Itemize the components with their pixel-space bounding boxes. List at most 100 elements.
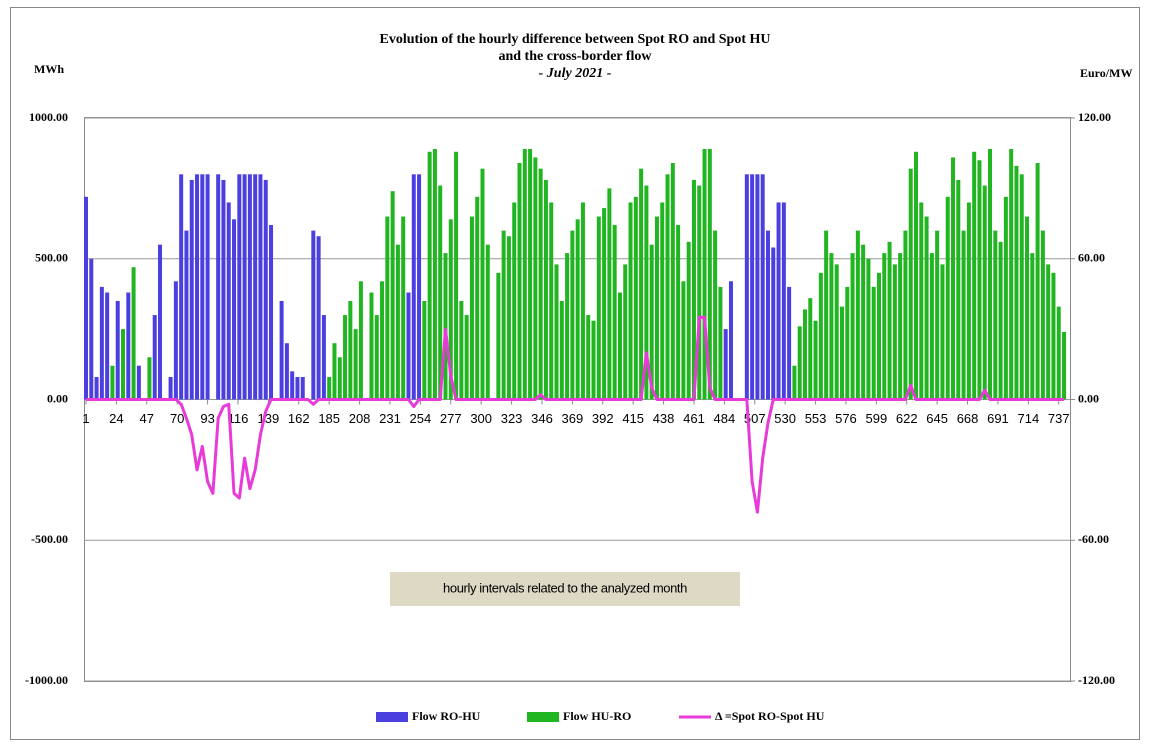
bar — [84, 196, 88, 400]
bar — [189, 179, 194, 400]
bar — [353, 329, 358, 400]
bar — [173, 281, 178, 400]
bar — [226, 202, 231, 400]
annotation: hourly intervals related to the analyzed… — [443, 580, 687, 595]
bar — [554, 264, 559, 400]
legend-label: Δ =Spot RO-Spot HU — [715, 709, 825, 723]
bar — [131, 267, 136, 400]
bar — [596, 216, 601, 400]
x-tick-label: 392 — [592, 411, 614, 426]
bar — [1051, 272, 1056, 400]
y2-tick-label: 120.00 — [1078, 110, 1111, 124]
bar — [300, 376, 305, 400]
bar — [358, 281, 363, 400]
bar — [961, 230, 966, 400]
bar — [438, 185, 443, 400]
x-tick-label: 346 — [531, 411, 553, 426]
bar — [802, 309, 807, 400]
bar — [665, 174, 670, 400]
bar — [459, 300, 464, 400]
bar — [385, 216, 390, 400]
bar — [951, 157, 956, 400]
bar — [988, 148, 993, 400]
bar — [818, 272, 823, 400]
y2-tick-label: -60.00 — [1078, 532, 1109, 546]
bar — [380, 281, 385, 400]
bar — [454, 151, 459, 400]
bar — [824, 230, 829, 400]
bar — [121, 329, 126, 400]
bar — [475, 196, 480, 400]
bar — [1014, 165, 1019, 400]
bar — [660, 202, 665, 400]
bar — [401, 216, 406, 400]
bar — [713, 230, 718, 400]
bar — [808, 298, 813, 400]
x-tick-label: 461 — [683, 411, 705, 426]
bar — [718, 286, 723, 400]
bar — [839, 306, 844, 400]
bar — [538, 168, 543, 400]
legend-swatch — [376, 712, 408, 722]
bar — [232, 219, 237, 400]
bar — [792, 365, 797, 400]
bar — [1019, 174, 1024, 400]
chart-title: Evolution of the hourly difference betwe… — [380, 32, 771, 47]
y-tick-label: 0.00 — [47, 391, 68, 405]
bar — [892, 264, 897, 400]
bar — [565, 253, 570, 400]
y-tick-label: -1000.00 — [25, 673, 68, 687]
bar — [247, 174, 252, 400]
bar — [691, 179, 696, 400]
bar — [787, 286, 792, 400]
bar — [697, 185, 702, 400]
bar — [829, 253, 834, 400]
bar — [237, 174, 242, 400]
x-tick-label: 714 — [1017, 411, 1039, 426]
bar — [290, 371, 295, 400]
bar — [284, 343, 289, 400]
bar — [797, 326, 802, 400]
bar — [602, 208, 607, 400]
bar — [443, 253, 448, 400]
bar — [89, 258, 94, 400]
bar — [469, 216, 474, 400]
bar — [279, 300, 284, 400]
bar — [866, 258, 871, 400]
annotation-box — [390, 572, 740, 606]
x-tick-label: 116 — [228, 411, 249, 426]
bar — [496, 272, 501, 400]
x-tick-label: 438 — [653, 411, 675, 426]
bar — [903, 230, 908, 400]
bar — [977, 160, 982, 400]
bar — [966, 202, 971, 400]
x-tick-label: 484 — [714, 411, 736, 426]
bar — [168, 376, 173, 400]
x-tick-label: 691 — [987, 411, 1009, 426]
x-tick-label: 208 — [349, 411, 371, 426]
bar — [654, 216, 659, 400]
bar — [924, 216, 929, 400]
bar — [263, 179, 268, 400]
bar — [670, 163, 675, 400]
bar — [877, 272, 882, 400]
x-tick-label: 530 — [774, 411, 796, 426]
x-tick-label: 645 — [926, 411, 948, 426]
bar — [195, 174, 200, 400]
bar — [702, 148, 707, 400]
bar — [813, 320, 818, 400]
bar — [649, 244, 654, 400]
bar — [411, 174, 416, 400]
x-tick-label: 185 — [318, 411, 340, 426]
bar — [517, 163, 522, 400]
bar — [522, 148, 527, 400]
y2-tick-label: -120.00 — [1078, 673, 1115, 687]
bar — [543, 179, 548, 400]
bar — [422, 300, 427, 400]
bar — [295, 376, 300, 400]
bar — [258, 174, 263, 400]
bar — [623, 264, 628, 400]
bar — [750, 174, 755, 400]
x-tick-label: 300 — [470, 411, 492, 426]
